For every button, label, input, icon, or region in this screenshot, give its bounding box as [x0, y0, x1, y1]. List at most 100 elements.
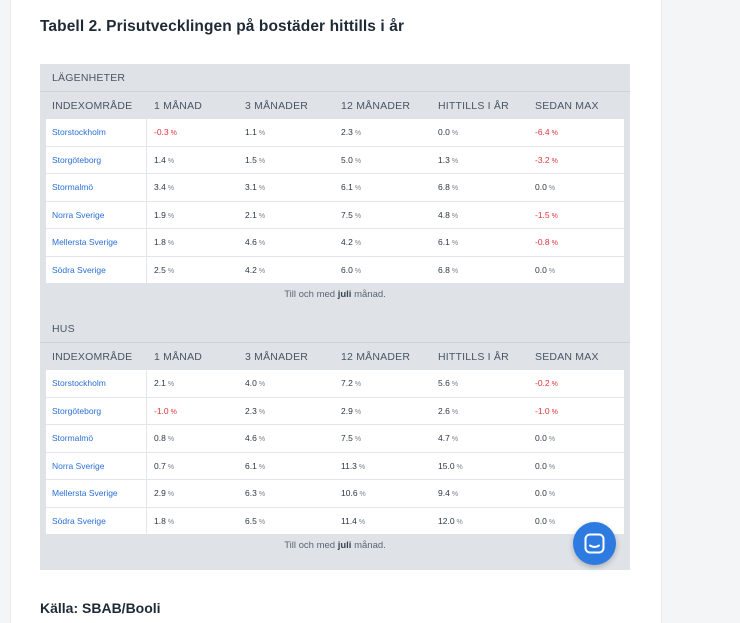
percent-sign: %	[167, 267, 175, 275]
value-number: -0.8	[535, 237, 550, 247]
value-number: 1.9	[154, 209, 166, 220]
area-cell	[46, 146, 147, 173]
value-cell: 6.1%	[341, 182, 361, 192]
column-header: 1 MÅNAD	[154, 100, 203, 112]
area-link[interactable]: Norra Sverige	[52, 209, 105, 220]
area-link[interactable]: Storgöteborg	[52, 405, 102, 416]
percent-sign: %	[451, 491, 459, 498]
chat-launcher-button[interactable]	[573, 522, 616, 565]
value-number: 9.4	[438, 488, 450, 498]
area-link[interactable]: Storgöteborg	[52, 154, 102, 165]
percent-sign: %	[548, 491, 556, 498]
percent-sign: %	[551, 408, 558, 416]
value-number: 7.5	[341, 209, 353, 220]
area-link[interactable]: Storstockholm	[52, 127, 106, 137]
percent-sign: %	[358, 518, 366, 526]
area-link[interactable]: Stormalmö	[52, 182, 94, 192]
value-cell: 11.4%	[341, 516, 365, 526]
value-cell: 2.3%	[245, 406, 265, 416]
table-row: Södra Sverige 2.5% 4.2% 6.0% 6.8% 0.0%	[46, 256, 624, 283]
area-cell	[46, 229, 147, 256]
area-link[interactable]: Stormalmö	[52, 433, 94, 443]
percent-sign: %	[354, 185, 362, 192]
value-number: 11.3	[341, 460, 357, 471]
value-number: 4.6	[245, 433, 257, 443]
area-link[interactable]: Mellersta Sverige	[52, 488, 118, 498]
value-number: 0.0	[535, 515, 547, 526]
value-number: 1.3	[438, 154, 450, 165]
value-number: -1.0	[154, 405, 169, 416]
value-cell: 6.1%	[245, 461, 265, 471]
table-row: Mellersta Sverige 2.9% 6.3% 10.6% 9.4% 0.0%	[46, 480, 624, 508]
value-number: 4.0	[245, 378, 257, 388]
table-row: Norra Sverige 1.9% 2.1% 7.5% 4.8% -1.5%	[46, 201, 624, 229]
value-cell: 3.4%	[154, 182, 174, 192]
column-header: 1 MÅNAD	[154, 351, 203, 363]
value-cell: 1.8%	[154, 516, 174, 526]
percent-sign: %	[167, 436, 175, 443]
area-cell	[46, 425, 147, 452]
column-header: HITTILLS I ÅR	[438, 351, 509, 363]
value-cell: -0.8%	[535, 237, 558, 247]
value-number: 7.2	[341, 378, 353, 388]
percent-sign: %	[258, 408, 266, 416]
value-number: 3.4	[154, 182, 166, 192]
value-cell: 9.4%	[438, 488, 458, 498]
column-header: 3 MÅNADER	[245, 351, 309, 363]
value-cell: -1.0%	[154, 406, 177, 416]
value-cell: -3.2%	[535, 155, 558, 165]
area-link[interactable]: Norra Sverige	[52, 460, 105, 471]
value-number: 0.8	[154, 433, 166, 443]
area-cell	[46, 370, 147, 397]
section-label: LÄGENHETER	[52, 72, 126, 84]
value-cell: 1.3%	[438, 155, 458, 165]
value-number: 4.8	[438, 209, 450, 220]
value-cell: 6.8%	[438, 265, 458, 275]
percent-sign: %	[170, 130, 177, 137]
percent-sign: %	[354, 212, 362, 220]
area-link[interactable]: Mellersta Sverige	[52, 237, 118, 247]
column-header: 12 MÅNADER	[341, 351, 411, 363]
value-number: -0.3	[154, 127, 169, 137]
area-cell	[46, 480, 147, 507]
value-number: -1.0	[535, 405, 550, 416]
value-cell: 12.0%	[438, 516, 463, 526]
percent-sign: %	[167, 157, 175, 165]
value-number: 11.4	[341, 515, 357, 526]
percent-sign: %	[258, 436, 266, 443]
source-caption: Källa: SBAB/Booli	[40, 600, 161, 616]
value-number: 4.2	[245, 264, 257, 275]
value-number: 6.1	[341, 182, 353, 192]
value-number: 7.5	[341, 433, 353, 443]
area-link[interactable]: Södra Sverige	[52, 264, 106, 275]
area-link[interactable]: Storstockholm	[52, 378, 106, 388]
area-cell	[46, 397, 147, 424]
percent-sign: %	[354, 381, 362, 388]
percent-sign: %	[354, 436, 362, 443]
percent-sign: %	[551, 130, 558, 137]
value-cell: 4.6%	[245, 433, 265, 443]
percent-sign: %	[548, 267, 556, 275]
area-cell	[46, 119, 147, 146]
percent-sign: %	[258, 491, 266, 498]
table-row: Norra Sverige 0.7% 6.1% 11.3% 15.0% 0.0%	[46, 452, 624, 480]
value-number: 2.5	[154, 264, 166, 275]
value-number: 6.1	[438, 237, 450, 247]
table-row: Storgöteborg -1.0% 2.3% 2.9% 2.6% -1.0%	[46, 397, 624, 425]
percent-sign: %	[456, 463, 463, 471]
percent-sign: %	[354, 157, 362, 165]
value-cell: -6.4%	[535, 127, 558, 137]
percent-sign: %	[167, 185, 175, 192]
percent-sign: %	[548, 518, 556, 526]
value-cell: 7.5%	[341, 433, 361, 443]
value-number: 6.3	[245, 488, 257, 498]
percent-sign: %	[451, 130, 459, 137]
value-cell: 0.8%	[154, 433, 174, 443]
value-number: 2.1	[245, 209, 257, 220]
area-link[interactable]: Södra Sverige	[52, 515, 106, 526]
percent-sign: %	[167, 518, 175, 526]
value-number: 1.8	[154, 515, 166, 526]
table-footnote: Till och med juli månad.	[40, 540, 630, 551]
table-header-row: INDEXOMRÅDE 1 MÅNAD 3 MÅNADER 12 MÅNADER HIT…	[40, 92, 630, 120]
value-cell: 6.1%	[438, 237, 458, 247]
